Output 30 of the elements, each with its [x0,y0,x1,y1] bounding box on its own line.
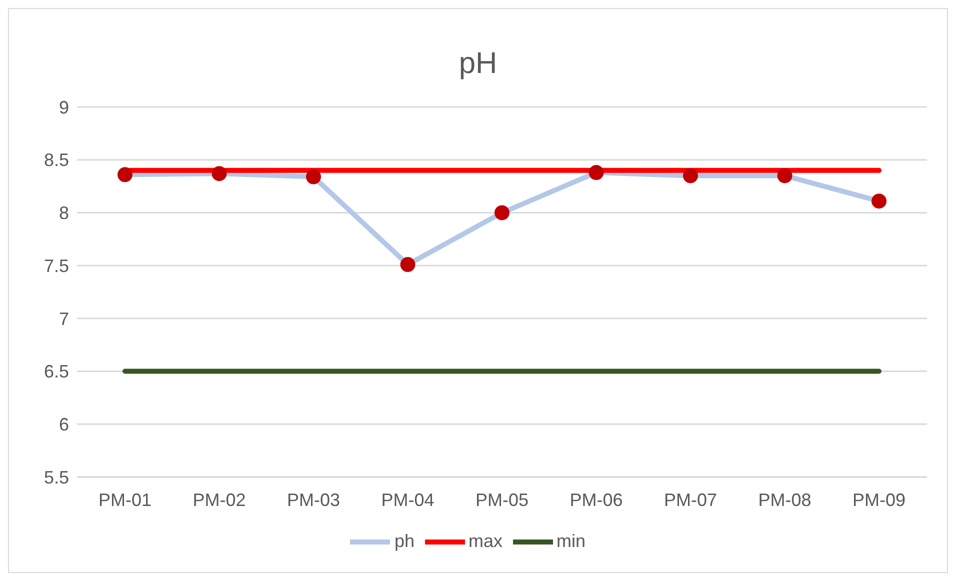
x-tick-label: PM-03 [286,490,340,510]
y-tick-label: 8.5 [44,150,69,170]
y-tick-label: 8 [58,203,69,224]
point [872,194,886,209]
x-tick-label: PM-06 [570,490,623,510]
x-tick-label: PM-08 [758,490,812,510]
y-tick-label: 9 [58,97,69,118]
chart-title: pH [458,46,498,82]
legend-label: ph [394,530,414,551]
point [588,165,604,180]
x-tick-label: PM-04 [381,490,434,510]
point [212,166,227,182]
y-tick-label: 7.5 [44,256,69,276]
point [777,168,792,184]
y-tick-label: 6 [58,414,69,435]
legend-label: max [468,530,503,551]
y-tick-label: 7 [58,308,69,329]
y-tick-label: 6.5 [44,362,69,382]
point [306,169,321,184]
x-tick-label: PM-01 [98,490,152,510]
y-tick-label: 5.5 [44,467,69,488]
point [400,257,416,272]
point [683,168,698,184]
point [118,167,132,182]
legend-label: min [556,530,586,551]
x-tick-label: PM-07 [664,490,718,510]
point [494,205,510,220]
x-tick-label: PM-05 [475,490,529,510]
x-tick-label: PM-02 [192,490,246,510]
x-tick-label: PM-09 [852,490,906,510]
